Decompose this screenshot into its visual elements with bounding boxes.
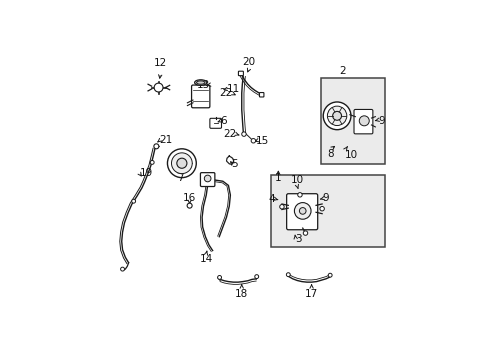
Circle shape bbox=[327, 106, 346, 126]
Circle shape bbox=[167, 149, 196, 177]
Polygon shape bbox=[226, 156, 233, 164]
FancyBboxPatch shape bbox=[353, 109, 372, 134]
FancyBboxPatch shape bbox=[191, 85, 209, 108]
Ellipse shape bbox=[194, 80, 206, 85]
Circle shape bbox=[154, 144, 159, 149]
Circle shape bbox=[131, 199, 135, 203]
Circle shape bbox=[121, 267, 124, 271]
Circle shape bbox=[217, 275, 221, 279]
Circle shape bbox=[319, 207, 324, 211]
Circle shape bbox=[251, 139, 255, 143]
Text: 19: 19 bbox=[140, 168, 153, 179]
Circle shape bbox=[204, 175, 210, 182]
Bar bbox=[321, 78, 384, 164]
Circle shape bbox=[187, 203, 192, 208]
Text: 12: 12 bbox=[154, 58, 167, 68]
Text: 22: 22 bbox=[223, 129, 236, 139]
Circle shape bbox=[177, 158, 186, 168]
Text: 10: 10 bbox=[290, 175, 303, 185]
Text: 9: 9 bbox=[322, 193, 328, 203]
FancyBboxPatch shape bbox=[259, 93, 264, 97]
Text: 11: 11 bbox=[226, 84, 240, 94]
Circle shape bbox=[299, 208, 305, 214]
Circle shape bbox=[303, 231, 307, 235]
Circle shape bbox=[154, 83, 163, 92]
Circle shape bbox=[171, 153, 192, 174]
Text: 6: 6 bbox=[220, 116, 226, 126]
Text: 20: 20 bbox=[242, 57, 255, 67]
Circle shape bbox=[332, 111, 341, 120]
FancyBboxPatch shape bbox=[238, 71, 243, 76]
Text: 15: 15 bbox=[256, 136, 269, 146]
Bar bbox=[271, 175, 384, 247]
Circle shape bbox=[323, 102, 350, 130]
Text: 14: 14 bbox=[199, 255, 212, 265]
Circle shape bbox=[294, 203, 310, 219]
Circle shape bbox=[286, 273, 290, 276]
Text: 21: 21 bbox=[159, 135, 172, 145]
Text: 13: 13 bbox=[197, 80, 210, 90]
Text: 5: 5 bbox=[231, 159, 237, 169]
FancyBboxPatch shape bbox=[286, 194, 317, 230]
Circle shape bbox=[359, 116, 368, 126]
Circle shape bbox=[297, 193, 302, 197]
Text: 22: 22 bbox=[219, 88, 232, 98]
Circle shape bbox=[254, 275, 258, 279]
Circle shape bbox=[279, 204, 284, 209]
Text: 17: 17 bbox=[305, 288, 318, 298]
FancyBboxPatch shape bbox=[209, 118, 221, 128]
Circle shape bbox=[241, 132, 245, 136]
Text: 9: 9 bbox=[377, 116, 384, 126]
Circle shape bbox=[327, 273, 331, 277]
Text: 10: 10 bbox=[344, 150, 357, 160]
Text: 8: 8 bbox=[327, 149, 334, 158]
Text: 4: 4 bbox=[268, 194, 275, 204]
Text: 7: 7 bbox=[176, 174, 183, 184]
Text: 18: 18 bbox=[235, 288, 248, 298]
Circle shape bbox=[150, 161, 154, 164]
Text: 16: 16 bbox=[183, 193, 196, 203]
FancyBboxPatch shape bbox=[200, 173, 214, 186]
Text: 1: 1 bbox=[274, 174, 281, 184]
Ellipse shape bbox=[196, 81, 204, 84]
Text: 3: 3 bbox=[294, 234, 301, 244]
Text: 2: 2 bbox=[338, 66, 345, 76]
